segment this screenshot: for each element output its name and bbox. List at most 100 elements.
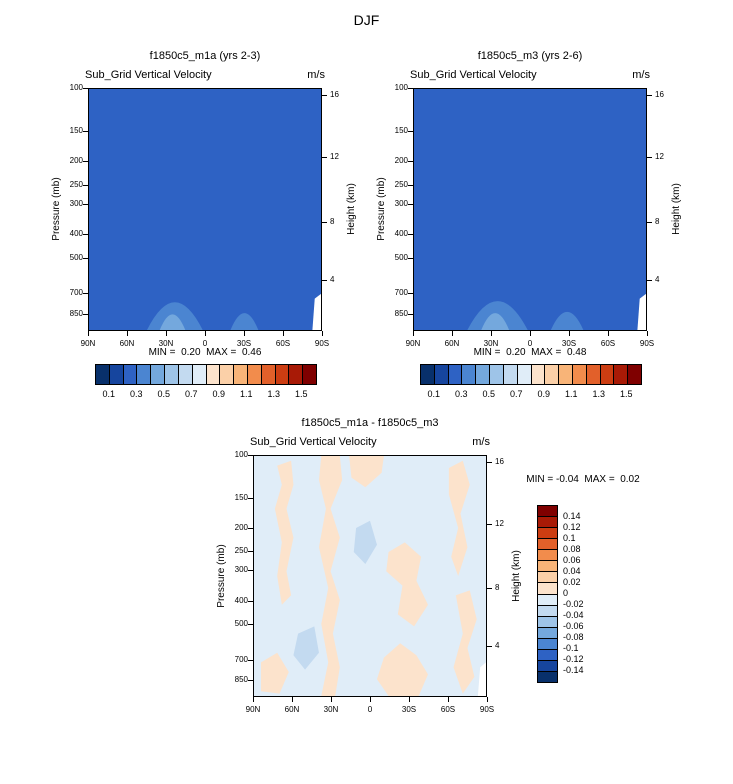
colorbar-label: 0.1: [563, 533, 576, 543]
latitude-tick-mark: [127, 331, 128, 336]
height-tick-mark: [487, 588, 492, 590]
colorbar-cell: [137, 365, 152, 384]
latitude-tick-mark: [487, 697, 488, 702]
pressure-tick-mark: [83, 184, 88, 186]
colorbar-cell: [538, 583, 557, 595]
colorbar-cell: [538, 638, 557, 650]
colorbar-cell: [538, 561, 557, 573]
latitude-tick-label: 30N: [323, 705, 339, 714]
units-label: m/s: [307, 69, 325, 81]
pressure-tick-mark: [248, 527, 253, 529]
field-background: [89, 89, 321, 330]
contour-feature: [349, 456, 384, 488]
pressure-tick-mark: [408, 161, 413, 163]
colorbar-cell: [503, 365, 518, 384]
colorbar-label: 0.06: [563, 555, 581, 565]
colorbar-cell: [572, 365, 587, 384]
pressure-tick-label: 200: [394, 156, 408, 166]
colorbar-label: 0.12: [563, 522, 581, 532]
pressure-axis-label: Pressure (mb): [376, 177, 387, 241]
latitude-tick-label: 60S: [600, 339, 616, 348]
min-max-text: MIN = 0.20 MAX = 0.48: [473, 347, 587, 358]
latitude-tick-label: 30N: [483, 339, 499, 348]
colorbar-cell: [538, 671, 557, 682]
contour-plot-difference: [253, 455, 487, 697]
colorbar-label: 1.3: [592, 389, 605, 399]
colorbar-label: 0.7: [184, 389, 198, 399]
latitude-tick-label: 60S: [440, 705, 456, 714]
pressure-tick-mark: [408, 203, 413, 205]
colorbar-label: 0.08: [563, 544, 581, 554]
colorbar-cell: [261, 365, 276, 384]
latitude-tick-label: 0: [202, 339, 208, 348]
colorbar-label: 0.14: [563, 511, 581, 521]
pressure-tick-label: 850: [234, 674, 248, 684]
height-tick-label: 16: [330, 89, 339, 99]
colorbar-cell: [303, 365, 316, 384]
height-tick-label: 16: [655, 89, 664, 99]
latitude-tick-mark: [166, 331, 167, 336]
colorbar-cell: [220, 365, 235, 384]
panel-subtitle-row: Sub_Grid Vertical Velocity m/s: [410, 69, 650, 81]
colorbar-cell: [538, 528, 557, 540]
colorbar-label: -0.06: [563, 621, 584, 631]
colorbar-label: -0.14: [563, 665, 584, 675]
contour-feature: [386, 542, 428, 627]
pressure-tick-mark: [408, 88, 413, 89]
height-axis-label: Height (km): [671, 183, 682, 235]
pressure-tick-mark: [83, 293, 88, 295]
colorbar-cell: [538, 649, 557, 661]
contour-feature: [318, 456, 343, 696]
latitude-tick-label: 60N: [284, 705, 300, 714]
colorbar-label: 1.1: [239, 389, 253, 399]
pressure-tick-label: 150: [69, 125, 83, 135]
colorbar-label: -0.1: [563, 643, 579, 653]
latitude-tick-mark: [244, 331, 245, 336]
colorbar-cell: [628, 365, 641, 384]
colorbar-cell: [600, 365, 615, 384]
latitude-tick-mark: [647, 331, 648, 336]
pressure-axis-label: Pressure (mb): [216, 544, 227, 608]
colorbar: [420, 364, 642, 385]
pressure-tick-label: 300: [69, 198, 83, 208]
latitude-tick-mark: [292, 697, 293, 702]
colorbar-label: 1.5: [619, 389, 633, 399]
height-tick-label: 12: [655, 152, 664, 162]
pressure-tick-label: 100: [234, 450, 248, 459]
pressure-tick-label: 200: [234, 522, 248, 532]
colorbar: [95, 364, 317, 385]
colorbar-label: 0: [563, 588, 569, 598]
pressure-tick-mark: [83, 161, 88, 163]
colorbar-cell: [538, 506, 557, 518]
colorbar-cell: [289, 365, 304, 384]
colorbar-cell: [421, 365, 435, 384]
colorbar-label: 0.9: [212, 389, 225, 399]
colorbar-cell: [123, 365, 138, 384]
contour-feature: [550, 311, 584, 330]
colorbar-label: 1.5: [294, 389, 308, 399]
colorbar-cell: [434, 365, 449, 384]
latitude-tick-mark: [452, 331, 453, 336]
latitude-tick-label: 90S: [479, 705, 495, 714]
contour-feature: [637, 293, 646, 330]
pressure-tick-label: 250: [69, 179, 83, 189]
panel-title: f1850c5_m3 (yrs 2-6): [477, 50, 583, 62]
pressure-tick-mark: [248, 497, 253, 499]
colorbar-cell: [192, 365, 207, 384]
colorbar-cell: [538, 605, 557, 617]
latitude-tick-label: 90N: [405, 339, 421, 348]
contour-field: [414, 89, 646, 330]
latitude-tick-mark: [413, 331, 414, 336]
field-name-label: Sub_Grid Vertical Velocity: [410, 69, 537, 81]
colorbar-cell: [476, 365, 491, 384]
pressure-tick-label: 700: [394, 288, 408, 298]
pressure-tick-label: 100: [69, 83, 83, 92]
colorbar-cell: [275, 365, 290, 384]
colorbar-label: -0.02: [563, 599, 584, 609]
panel-title: f1850c5_m1a - f1850c5_m3: [301, 417, 439, 429]
contour-feature: [312, 293, 321, 330]
colorbar-cell: [96, 365, 110, 384]
units-label: m/s: [472, 436, 490, 448]
colorbar-label: -0.04: [563, 610, 584, 620]
contour-feature: [230, 313, 259, 330]
